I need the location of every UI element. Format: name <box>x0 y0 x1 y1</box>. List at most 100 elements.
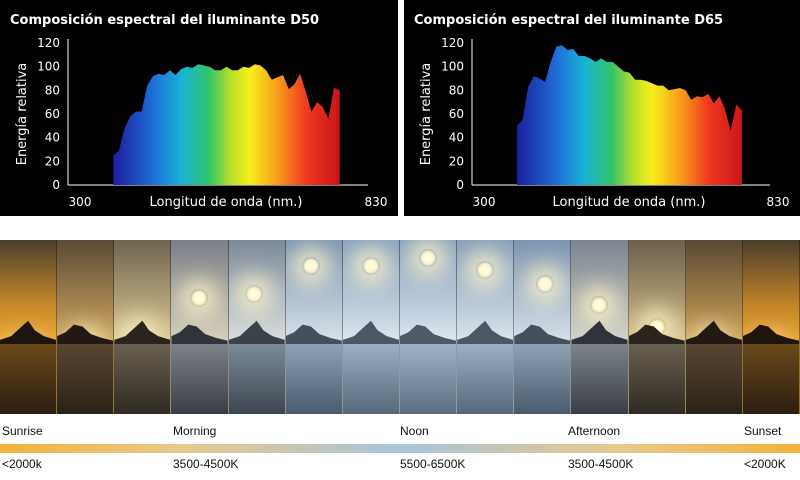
x-tick-label-min: 300 <box>69 195 92 209</box>
data-point <box>640 79 641 80</box>
data-point <box>164 74 165 75</box>
chart-title: Composición espectral del iluminante D50 <box>10 13 319 28</box>
data-point <box>158 73 159 74</box>
data-point <box>243 66 244 67</box>
photo-frame <box>342 240 400 414</box>
data-point <box>186 66 187 67</box>
data-point <box>528 86 529 87</box>
daylight-photo-strip <box>0 240 800 414</box>
y-tick-label: 0 <box>456 178 464 192</box>
photo-frame <box>285 240 343 414</box>
sun <box>301 257 320 276</box>
water <box>628 344 685 414</box>
data-point <box>539 78 540 79</box>
time-of-day-labels: Sunrise Morning Noon Afternoon Sunset <box>0 424 800 442</box>
water <box>114 344 171 414</box>
data-point <box>545 81 546 82</box>
sun <box>419 248 438 267</box>
data-point <box>533 76 534 77</box>
y-tick-label: 20 <box>45 154 60 168</box>
data-point <box>339 90 340 91</box>
water <box>342 344 399 414</box>
x-axis-label: Longitud de onda (nm.) <box>553 195 706 210</box>
water <box>57 344 114 414</box>
data-point <box>578 55 579 56</box>
water <box>514 344 571 414</box>
y-tick-label: 80 <box>45 83 60 97</box>
data-point <box>657 85 658 86</box>
data-point <box>192 67 193 68</box>
photo-frame <box>0 240 58 414</box>
label-noon: Noon <box>400 424 429 438</box>
temp-noon: 5500-6500K <box>400 457 466 471</box>
data-point <box>271 79 272 80</box>
data-point <box>663 85 664 86</box>
sun <box>476 260 495 279</box>
data-point <box>130 116 131 117</box>
sun <box>190 288 209 307</box>
data-point <box>215 70 216 71</box>
photo-frame <box>114 240 172 414</box>
photo-frame <box>514 240 572 414</box>
y-tick-label: 40 <box>45 131 60 145</box>
data-point <box>311 111 312 112</box>
data-point <box>730 130 731 131</box>
chart-d65: Composición espectral del iluminante D65… <box>414 13 789 210</box>
data-point <box>708 93 709 94</box>
data-point <box>220 70 221 71</box>
y-axis-label: Energía relativa <box>15 63 30 166</box>
y-tick-label: 20 <box>449 154 464 168</box>
data-point <box>561 45 562 46</box>
data-point <box>305 91 306 92</box>
water <box>285 344 342 414</box>
data-point <box>226 66 227 67</box>
y-tick-label: 60 <box>449 107 464 121</box>
data-point <box>724 109 725 110</box>
photo-frame <box>228 240 286 414</box>
y-tick-label: 60 <box>45 107 60 121</box>
data-point <box>198 64 199 65</box>
data-point <box>232 70 233 71</box>
photo-frame <box>685 240 743 414</box>
data-point <box>322 106 323 107</box>
data-point <box>209 66 210 67</box>
data-point <box>328 118 329 119</box>
data-point <box>124 128 125 129</box>
x-tick-label-max: 830 <box>365 195 388 209</box>
data-point <box>606 61 607 62</box>
water <box>228 344 285 414</box>
data-point <box>601 58 602 59</box>
data-point <box>567 50 568 51</box>
color-temperature-labels: <2000k 3500-4500K 5500-6500K 3500-4500K … <box>0 457 800 475</box>
sun <box>361 257 380 276</box>
data-point <box>237 70 238 71</box>
temp-afternoon: 3500-4500K <box>568 457 634 471</box>
data-point <box>635 79 636 80</box>
water <box>685 344 742 414</box>
label-sunrise: Sunrise <box>2 424 43 438</box>
photo-frame <box>399 240 458 414</box>
y-tick-label: 80 <box>449 83 464 97</box>
y-tick-label: 120 <box>441 36 464 50</box>
data-point <box>135 111 136 112</box>
data-point <box>181 68 182 69</box>
x-axis-label: Longitud de onda (nm.) <box>150 195 303 210</box>
data-point <box>696 96 697 97</box>
data-point <box>595 61 596 62</box>
photo-frame <box>171 240 229 414</box>
photo-frame <box>628 240 686 414</box>
data-point <box>277 77 278 78</box>
data-point <box>651 83 652 84</box>
data-point <box>584 55 585 56</box>
data-point <box>249 67 250 68</box>
data-point <box>736 104 737 105</box>
data-point <box>283 74 284 75</box>
label-morning: Morning <box>173 424 217 438</box>
data-point <box>113 155 114 156</box>
data-point <box>203 65 204 66</box>
data-point <box>516 125 517 126</box>
data-point <box>646 80 647 81</box>
data-point <box>702 97 703 98</box>
sun <box>536 274 555 293</box>
chart-title: Composición espectral del iluminante D65 <box>414 13 723 28</box>
